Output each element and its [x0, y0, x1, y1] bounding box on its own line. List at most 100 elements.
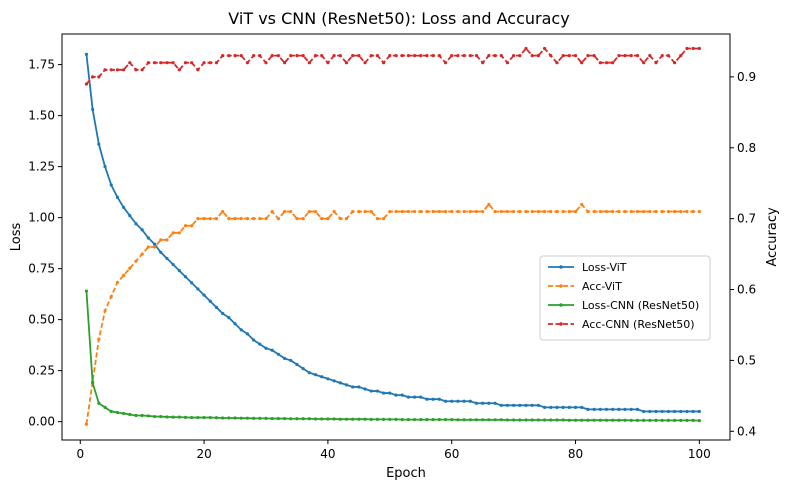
data-point-s2-43 [344, 417, 349, 421]
right-y-tick-label-0.5: 0.5 [737, 353, 756, 367]
data-point-s0-92 [648, 409, 652, 414]
data-point-s0-50 [388, 391, 392, 395]
chart-title: ViT vs CNN (ResNet50): Loss and Accuracy [228, 9, 569, 28]
data-point-s0-48 [375, 389, 380, 393]
data-point-s1-20 [202, 217, 206, 221]
data-point-s3-44 [351, 54, 355, 58]
data-point-s1-29 [258, 217, 262, 221]
data-point-s2-82 [586, 418, 590, 422]
data-point-s0-84 [598, 407, 602, 411]
data-point-s0-18 [190, 281, 194, 285]
data-point-s0-96 [672, 409, 677, 414]
data-point-s2-71 [518, 418, 522, 422]
data-point-s1-86 [611, 209, 615, 214]
data-point-s3-48 [375, 54, 380, 58]
data-point-s3-34 [289, 54, 293, 58]
data-point-s2-30 [264, 416, 268, 420]
data-point-s3-18 [190, 61, 194, 65]
data-point-s1-88 [623, 209, 627, 214]
data-point-s1-50 [388, 209, 392, 214]
legend-label-0: Loss-ViT [582, 261, 627, 274]
data-point-s3-57 [431, 54, 435, 58]
data-point-s1-87 [617, 209, 621, 214]
data-point-s1-6 [115, 280, 120, 285]
data-point-s3-93 [654, 61, 658, 65]
data-point-s0-6 [115, 195, 120, 199]
data-point-s1-40 [326, 217, 330, 221]
data-point-s2-55 [419, 418, 423, 422]
left-y-tick-label-0.50: 0.50 [28, 313, 55, 327]
data-point-s1-66 [487, 202, 491, 207]
data-point-s2-16 [177, 415, 181, 419]
data-point-s1-81 [580, 202, 584, 207]
data-point-s2-28 [252, 416, 256, 420]
data-point-s1-92 [648, 209, 652, 214]
series-line-1 [85, 203, 700, 425]
data-point-s0-76 [549, 405, 553, 409]
data-point-s3-74 [536, 54, 540, 58]
data-point-s0-88 [623, 407, 627, 411]
data-point-s0-75 [542, 405, 547, 409]
data-point-s1-95 [666, 209, 671, 214]
data-point-s2-22 [214, 416, 219, 420]
data-point-s3-58 [437, 54, 441, 58]
data-point-s3-63 [468, 54, 472, 58]
data-point-s0-49 [382, 391, 386, 395]
data-point-s0-25 [233, 322, 237, 326]
data-point-s1-74 [536, 209, 540, 214]
data-point-s3-27 [245, 61, 250, 65]
data-point-s0-62 [462, 399, 466, 403]
data-point-s1-12 [152, 245, 157, 249]
data-point-s3-24 [227, 54, 231, 58]
data-point-s3-45 [357, 54, 361, 58]
data-point-s3-75 [542, 46, 547, 51]
data-point-s3-73 [530, 54, 534, 58]
data-point-s0-11 [146, 236, 150, 240]
data-point-s1-35 [295, 217, 299, 221]
data-point-s2-74 [536, 418, 540, 422]
data-point-s3-52 [400, 54, 404, 58]
data-point-s1-44 [351, 209, 355, 214]
data-point-s3-81 [580, 61, 584, 65]
data-point-s3-77 [555, 61, 559, 65]
data-point-s0-29 [258, 342, 262, 346]
data-point-s3-51 [394, 54, 398, 58]
data-point-s3-99 [691, 46, 695, 51]
data-point-s1-98 [685, 209, 689, 214]
data-point-s0-87 [617, 407, 621, 411]
data-point-s2-62 [462, 418, 466, 422]
data-point-s3-47 [369, 54, 373, 58]
data-point-s1-93 [654, 209, 658, 214]
data-point-s0-36 [301, 366, 305, 371]
data-point-s3-43 [344, 61, 349, 65]
data-point-s2-42 [338, 417, 342, 421]
data-point-s0-7 [122, 205, 126, 210]
right-y-tick-label-0.8: 0.8 [737, 141, 756, 155]
data-point-s3-95 [666, 54, 671, 58]
data-point-s0-86 [611, 407, 615, 411]
x-axis-label: Epoch [386, 466, 426, 481]
data-point-s1-94 [660, 209, 664, 214]
data-point-s1-17 [183, 224, 188, 228]
data-point-s3-1 [84, 82, 89, 86]
data-point-s2-3 [97, 401, 101, 405]
data-point-s3-35 [295, 54, 299, 58]
data-point-s2-97 [679, 418, 683, 423]
data-point-s0-59 [443, 399, 448, 403]
data-point-s3-37 [307, 61, 311, 65]
data-point-s2-67 [493, 418, 497, 422]
data-point-s0-19 [196, 287, 200, 291]
data-point-s0-77 [555, 405, 559, 409]
data-point-s2-35 [295, 417, 299, 421]
data-point-s3-61 [456, 54, 460, 58]
data-point-s2-88 [623, 418, 627, 422]
data-point-s3-84 [598, 61, 602, 65]
x-tick-label-40: 40 [320, 447, 335, 461]
data-point-s3-64 [474, 54, 479, 58]
data-point-s3-98 [685, 46, 689, 51]
data-point-s1-71 [518, 209, 522, 214]
data-point-s3-6 [115, 68, 120, 72]
data-point-s1-63 [468, 209, 472, 214]
data-point-s2-9 [134, 413, 138, 418]
data-point-s1-62 [462, 209, 466, 214]
